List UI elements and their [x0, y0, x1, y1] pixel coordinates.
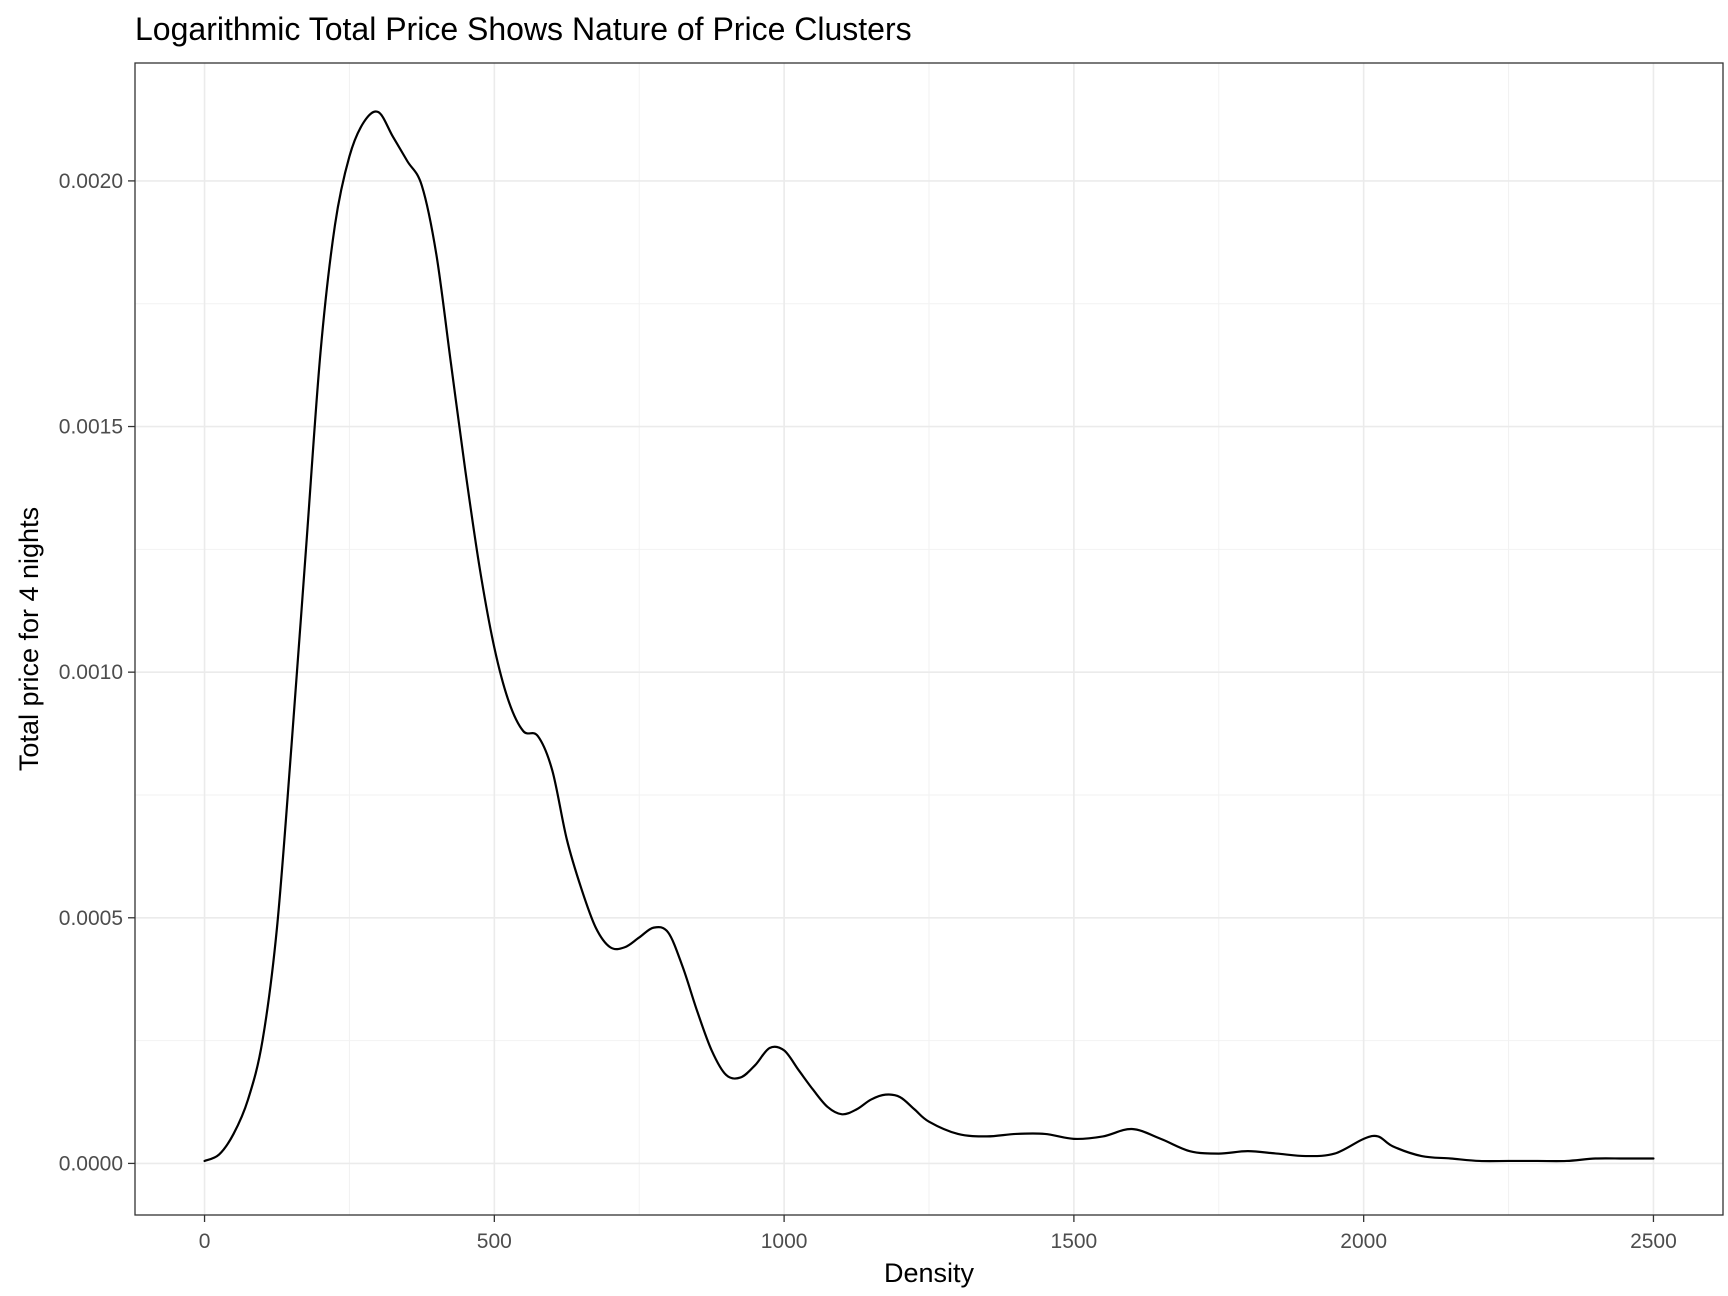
y-tick-label: 0.0000	[59, 1152, 123, 1175]
x-tick-label: 0	[199, 1230, 211, 1253]
x-tick-label: 500	[477, 1230, 512, 1253]
y-tick-label: 0.0020	[59, 170, 123, 193]
x-axis: 0 500 1000 1500 2000 2500	[199, 1215, 1677, 1253]
major-gridlines	[135, 63, 1723, 1215]
density-line	[203, 110, 1655, 1163]
minor-gridlines	[135, 63, 1723, 1215]
x-tick-label: 1500	[1051, 1230, 1098, 1253]
y-axis-title: Total price for 4 nights	[14, 507, 44, 771]
x-tick-label: 2500	[1630, 1230, 1677, 1253]
x-tick-label: 1000	[761, 1230, 808, 1253]
y-axis: 0.0000 0.0005 0.0010 0.0015 0.0020	[59, 170, 135, 1175]
chart-title: Logarithmic Total Price Shows Nature of …	[135, 11, 912, 47]
x-tick-label: 2000	[1340, 1230, 1387, 1253]
panel-border	[134, 62, 1724, 1216]
x-axis-title: Density	[884, 1258, 975, 1288]
y-tick-label: 0.0005	[59, 907, 123, 930]
y-tick-label: 0.0010	[59, 661, 123, 684]
y-tick-label: 0.0015	[59, 416, 123, 439]
